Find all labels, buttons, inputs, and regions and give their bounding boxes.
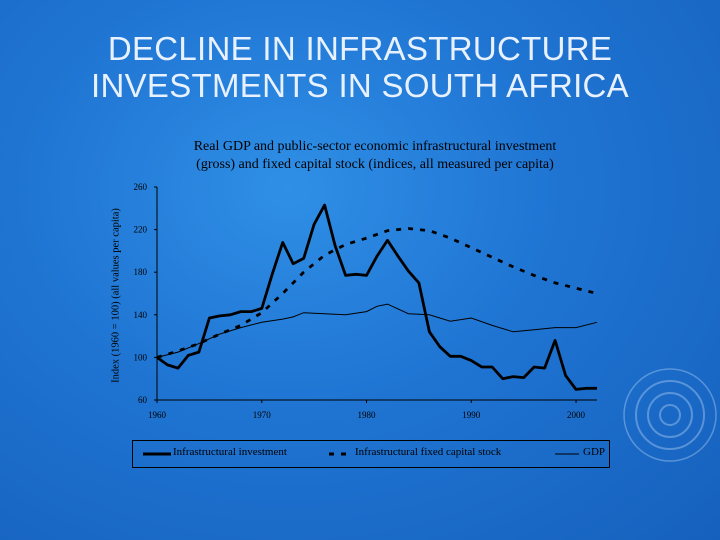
legend-swatch-gdp: [555, 453, 579, 455]
slide-title-line1: DECLINE IN INFRASTRUCTURE: [107, 30, 613, 67]
chart-title-line1: Real GDP and public-sector economic infr…: [193, 139, 557, 154]
x-tick-label-1990: 1990: [462, 410, 481, 420]
y-tick-label-180: 180: [134, 267, 148, 277]
chart-title: Real GDP and public-sector economic infr…: [150, 138, 600, 174]
y-tick-label-260: 260: [134, 182, 148, 192]
legend-label-capital-stock: Infrastructural fixed capital stock: [355, 446, 502, 458]
legend: Infrastructural investment Infrastructur…: [132, 440, 610, 468]
slide-title-line2: INVESTMENTS IN SOUTH AFRICA: [91, 67, 629, 104]
slide-title: DECLINE IN INFRASTRUCTURE INVESTMENTS IN…: [0, 30, 720, 104]
x-tick-label-1980: 1980: [358, 410, 377, 420]
x-tick-label-2000: 2000: [567, 410, 586, 420]
legend-swatch-investment: [143, 452, 171, 456]
series-line-infrastructural-investment: [156, 203, 597, 391]
legend-label-investment: Infrastructural investment: [173, 446, 287, 458]
y-tick-label-100: 100: [134, 352, 148, 362]
series-line-gdp: [156, 303, 598, 358]
x-tick-label-1960: 1960: [148, 410, 167, 420]
series-line-infrastructural-fixed-capital-stock: [156, 227, 598, 359]
chart-title-line2: (gross) and fixed capital stock (indices…: [196, 157, 554, 172]
y-tick-label-220: 220: [134, 225, 148, 235]
ripple-decoration: [623, 368, 717, 462]
legend-swatch-capital-stock: [329, 452, 351, 456]
y-tick-label-140: 140: [134, 310, 148, 320]
x-tick-label-1970: 1970: [253, 410, 272, 420]
legend-label-gdp: GDP: [583, 446, 606, 458]
y-tick-label-60: 60: [138, 395, 148, 405]
